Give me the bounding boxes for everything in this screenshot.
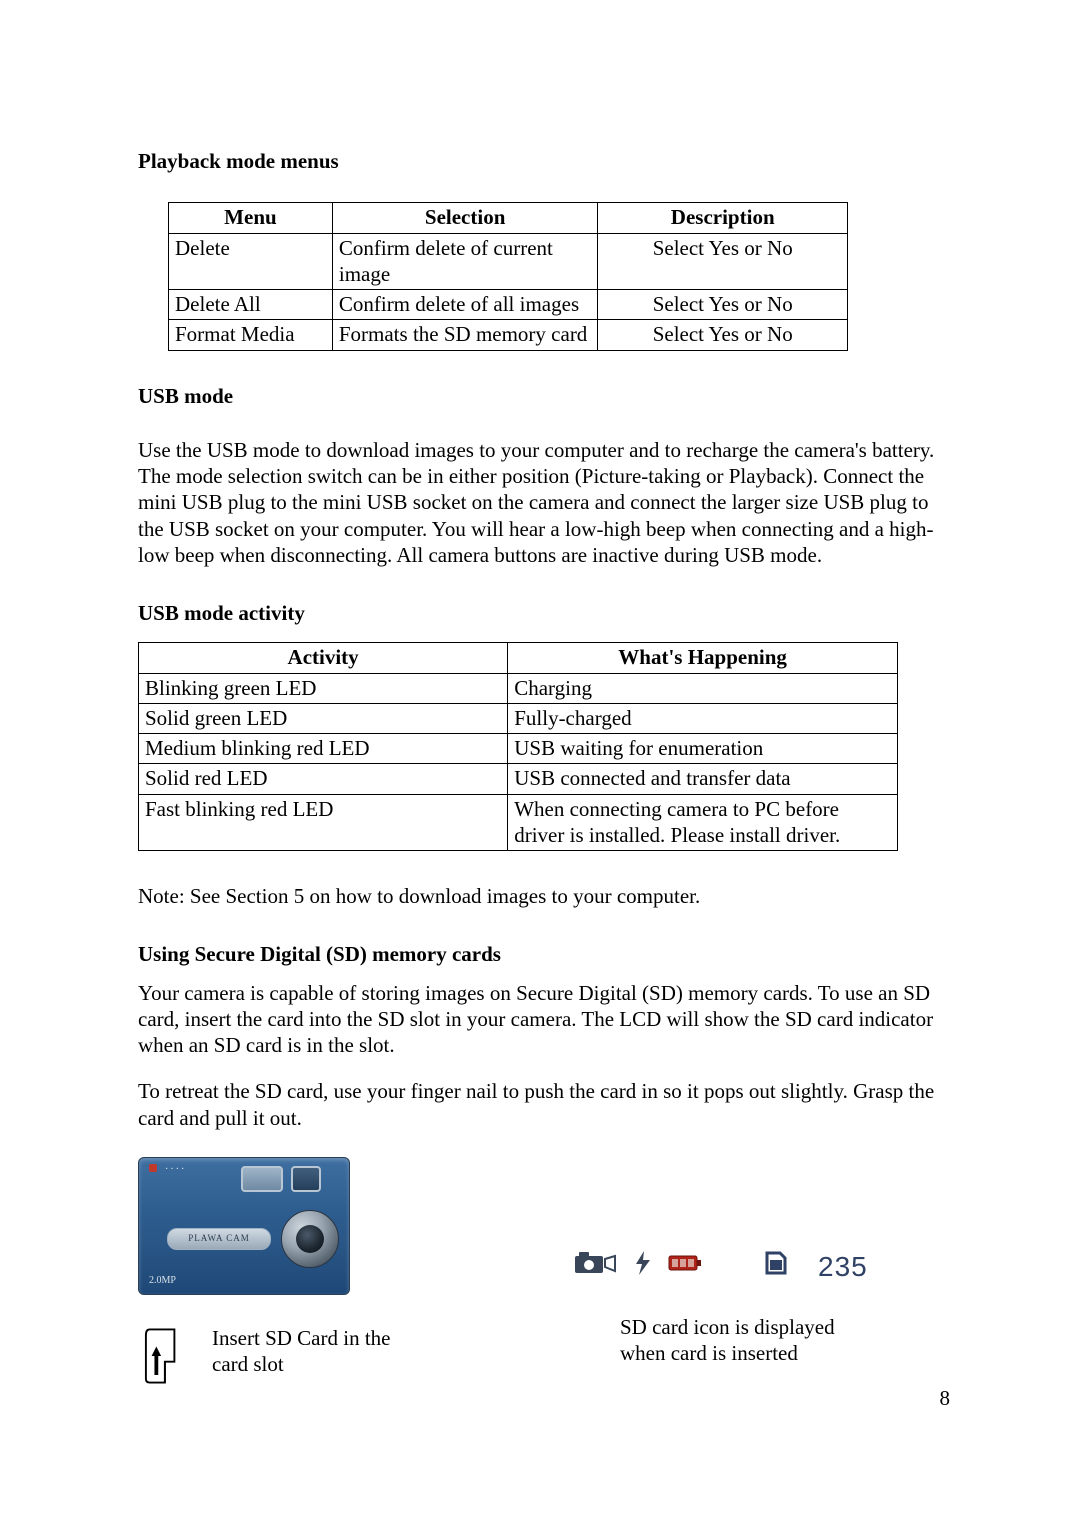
table-row: Delete All Confirm delete of all images … — [169, 290, 848, 320]
usb-col-happening: What's Happening — [508, 643, 898, 673]
lcd-status-bar: 235 — [574, 1249, 950, 1284]
usb-activity-table: Activity What's Happening Blinking green… — [138, 642, 898, 851]
camera-led-icon — [149, 1164, 157, 1172]
usb-activity-heading: USB mode activity — [138, 600, 950, 626]
lcd-count: 235 — [818, 1249, 868, 1284]
table-row: Delete Confirm delete of current image S… — [169, 233, 848, 290]
camera-viewfinder-icon — [291, 1166, 321, 1192]
camera-mode-icon — [574, 1251, 618, 1282]
table-row: Solid red LED USB connected and transfer… — [139, 764, 898, 794]
table-row: Solid green LED Fully-charged — [139, 703, 898, 733]
camera-lens-icon — [281, 1210, 339, 1268]
usb-col-activity: Activity — [139, 643, 508, 673]
playback-table: Menu Selection Description Delete Confir… — [168, 202, 848, 350]
battery-icon — [668, 1253, 702, 1280]
camera-brand-label: PLAWA CAM — [167, 1228, 271, 1250]
playback-heading: Playback mode menus — [138, 148, 950, 174]
camera-speaker-icon: ···· — [165, 1164, 186, 1177]
usb-mode-paragraph: Use the USB mode to download images to y… — [138, 437, 950, 568]
playback-col-selection: Selection — [332, 203, 598, 233]
table-row: Blinking green LED Charging — [139, 673, 898, 703]
camera-shutter-icon — [241, 1166, 283, 1192]
sd-heading: Using Secure Digital (SD) memory cards — [138, 941, 950, 967]
sd-icon-caption: SD card icon is displayed when card is i… — [574, 1314, 880, 1367]
sd-paragraph-1: Your camera is capable of storing images… — [138, 980, 950, 1059]
table-row: Fast blinking red LED When connecting ca… — [139, 794, 898, 851]
page-number: 8 — [940, 1385, 951, 1411]
sd-slot-icon — [144, 1327, 182, 1385]
camera-mp-label: 2.0MP — [149, 1275, 176, 1288]
table-row: Medium blinking red LED USB waiting for … — [139, 734, 898, 764]
sd-card-icon — [764, 1250, 788, 1283]
note-paragraph: Note: See Section 5 on how to download i… — [138, 883, 950, 909]
camera-illustration: ···· PLAWA CAM 2.0MP — [138, 1157, 350, 1295]
flash-icon — [634, 1250, 652, 1283]
sd-paragraph-2: To retreat the SD card, use your finger … — [138, 1078, 950, 1131]
sd-insert-caption: Insert SD Card in the card slot — [212, 1325, 402, 1378]
usb-mode-heading: USB mode — [138, 383, 950, 409]
playback-col-description: Description — [598, 203, 848, 233]
table-row: Format Media Formats the SD memory card … — [169, 320, 848, 350]
camera-lens-inner-icon — [296, 1225, 324, 1253]
playback-col-menu: Menu — [169, 203, 333, 233]
